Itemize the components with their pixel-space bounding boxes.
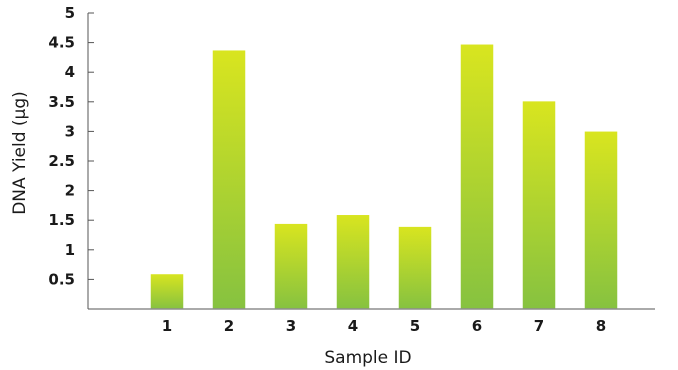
bar-sample-1 <box>150 273 184 309</box>
y-tick-label: 2 <box>65 182 75 200</box>
x-axis-title: Sample ID <box>324 348 411 368</box>
y-tick-label: 4 <box>65 63 75 81</box>
y-axis-title: DNA Yield (µg) <box>10 91 30 215</box>
bar-sample-4 <box>336 214 370 309</box>
bars <box>150 44 618 309</box>
bar-sample-3 <box>274 223 308 309</box>
bar-sample-7 <box>522 101 556 309</box>
x-tick-label: 5 <box>410 317 420 335</box>
bar-sample-2 <box>212 50 246 309</box>
x-tick-label: 1 <box>162 317 172 335</box>
x-tick-label: 3 <box>286 317 296 335</box>
bar-sample-8 <box>584 131 618 309</box>
x-tick-label: 4 <box>348 317 358 335</box>
x-axis-ticks: 1 2 3 4 5 6 7 8 <box>162 317 606 335</box>
x-tick-label: 8 <box>596 317 606 335</box>
bar-sample-5 <box>398 226 432 309</box>
x-tick-label: 6 <box>472 317 482 335</box>
y-tick-label: 5 <box>65 4 75 22</box>
y-tick-label: 3.5 <box>48 93 75 111</box>
y-tick-label: 4.5 <box>48 34 75 52</box>
y-tick-label: 2.5 <box>48 152 75 170</box>
y-axis-ticks: 0.5 1 1.5 2 2.5 3 3.5 4 4.5 5 <box>48 4 94 288</box>
y-tick-label: 1.5 <box>48 211 75 229</box>
y-tick-label: 3 <box>65 122 75 140</box>
bar-sample-6 <box>460 44 494 309</box>
y-tick-label: 0.5 <box>48 270 75 288</box>
x-tick-label: 2 <box>224 317 234 335</box>
y-tick-label: 1 <box>65 241 75 259</box>
x-tick-label: 7 <box>534 317 544 335</box>
